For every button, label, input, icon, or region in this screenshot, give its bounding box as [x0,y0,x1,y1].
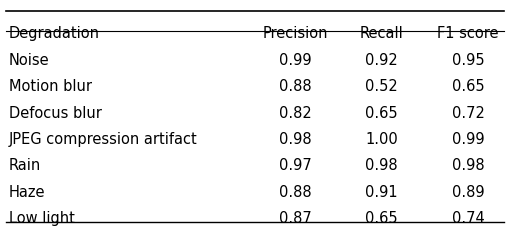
Text: 0.82: 0.82 [278,106,312,121]
Text: Degradation: Degradation [9,26,100,41]
Text: 0.52: 0.52 [365,79,398,94]
Text: 0.89: 0.89 [451,184,484,200]
Text: 0.65: 0.65 [365,211,398,226]
Text: 0.99: 0.99 [451,132,484,147]
Text: 0.97: 0.97 [278,158,312,173]
Text: JPEG compression artifact: JPEG compression artifact [9,132,197,147]
Text: Defocus blur: Defocus blur [9,106,102,121]
Text: 0.88: 0.88 [279,184,312,200]
Text: Recall: Recall [359,26,403,41]
Text: 0.92: 0.92 [365,53,398,68]
Text: 0.65: 0.65 [451,79,484,94]
Text: 0.91: 0.91 [365,184,398,200]
Text: 0.74: 0.74 [451,211,484,226]
Text: 0.88: 0.88 [279,79,312,94]
Text: 0.98: 0.98 [279,132,312,147]
Text: Motion blur: Motion blur [9,79,92,94]
Text: 0.99: 0.99 [279,53,312,68]
Text: 0.72: 0.72 [450,106,484,121]
Text: Noise: Noise [9,53,49,68]
Text: 0.98: 0.98 [451,158,484,173]
Text: 0.95: 0.95 [451,53,484,68]
Text: F1 score: F1 score [436,26,498,41]
Text: Precision: Precision [262,26,328,41]
Text: Low light: Low light [9,211,75,226]
Text: 0.98: 0.98 [365,158,398,173]
Text: 1.00: 1.00 [365,132,398,147]
Text: 0.87: 0.87 [278,211,312,226]
Text: Rain: Rain [9,158,41,173]
Text: 0.65: 0.65 [365,106,398,121]
Text: Haze: Haze [9,184,45,200]
